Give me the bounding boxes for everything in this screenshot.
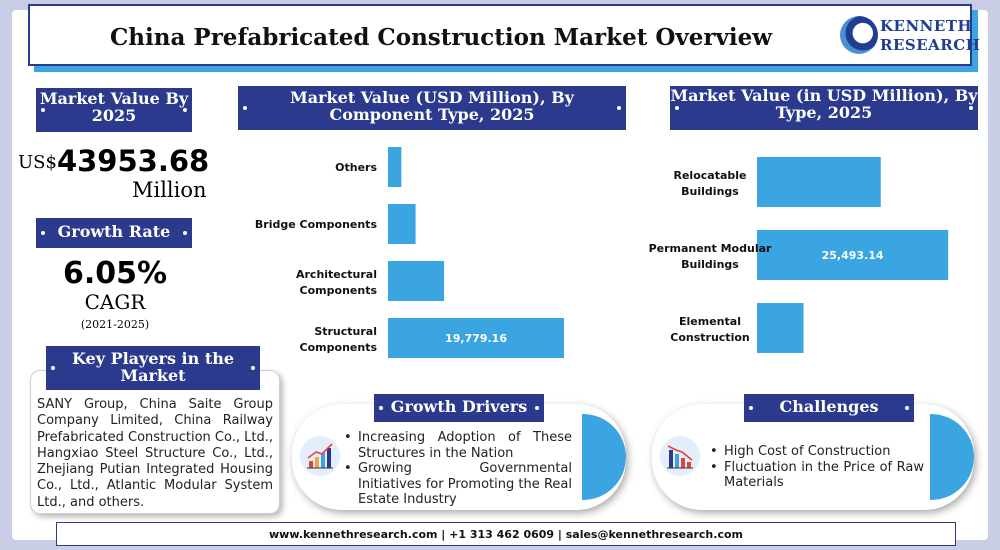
data-label: 25,493.14 xyxy=(822,249,884,262)
contact-footer: www.kennethresearch.com | +1 313 462 060… xyxy=(56,522,956,546)
data-label: 19,779.16 xyxy=(445,332,507,345)
market-value-number: 43953.68 xyxy=(56,144,210,178)
list-item: High Cost of Construction xyxy=(708,444,924,460)
category-label: Structural Components xyxy=(300,325,378,354)
currency-symbol: US$ xyxy=(18,152,57,173)
component-type-bar-chart: Others Bridge Components Architectural Comp… xyxy=(255,147,565,358)
bar xyxy=(388,204,416,244)
challenges-badge: Challenges xyxy=(744,394,914,422)
category-label: Bridge Components xyxy=(255,218,378,231)
kenneth-research-logo: KENNETH RESEARCH xyxy=(840,12,980,60)
growth-rate-badge: Growth Rate xyxy=(36,218,192,248)
market-value-badge: Market Value By 2025 xyxy=(36,88,192,132)
bar xyxy=(757,157,881,207)
growth-drivers-badge: Growth Drivers xyxy=(374,394,544,422)
growth-drivers-list: Increasing Adoption of These Structures … xyxy=(342,430,572,508)
category-label: Architectural Components xyxy=(296,268,377,297)
bar xyxy=(388,147,402,187)
logo-text-line2: RESEARCH xyxy=(880,36,981,54)
bar xyxy=(388,318,565,358)
growth-rate-value: 6.05% xyxy=(62,256,168,291)
cagr-label: CAGR xyxy=(84,290,146,314)
key-players-text: SANY Group, China Saite Group Company Li… xyxy=(37,397,273,510)
category-label: Others xyxy=(335,161,377,174)
market-value-figure: US$43953.68 xyxy=(18,144,209,178)
list-item: Growing Governmental Initiatives for Pro… xyxy=(342,461,572,508)
category-label: Relocatable Buildings xyxy=(674,169,747,198)
header-banner: China Prefabricated Construction Market … xyxy=(28,4,980,66)
list-item: Increasing Adoption of These Structures … xyxy=(342,430,572,461)
logo-text-line1: KENNETH xyxy=(880,17,973,35)
market-value-unit: Million xyxy=(132,178,207,202)
bar-chart-decline-icon xyxy=(660,436,700,476)
logo-mark-icon xyxy=(840,16,878,54)
type-bar-chart: Relocatable Buildings Permanent Modular Bui… xyxy=(649,157,949,353)
category-label: Elemental Construction xyxy=(670,315,749,344)
key-players-box: SANY Group, China Saite Group Company Li… xyxy=(30,370,280,514)
category-label: Permanent Modular Buildings xyxy=(649,242,772,271)
chart1-title: Market Value (USD Million), By Component… xyxy=(238,86,626,130)
challenges-list: High Cost of Construction Fluctuation in… xyxy=(708,444,924,491)
page-title: China Prefabricated Construction Market … xyxy=(110,24,773,51)
key-players-badge: Key Players in the Market xyxy=(46,346,260,390)
bar-chart-growth-icon xyxy=(300,436,340,476)
bar xyxy=(388,261,445,301)
chart2-title: Market Value (in USD Million), By Type, … xyxy=(670,86,978,130)
list-item: Fluctuation in the Price of Raw Material… xyxy=(708,460,924,491)
bar xyxy=(757,230,949,280)
forecast-period: (2021-2025) xyxy=(80,318,150,331)
bar xyxy=(757,303,804,353)
